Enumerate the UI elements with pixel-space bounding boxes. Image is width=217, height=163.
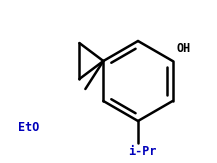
Text: OH: OH	[177, 42, 191, 55]
Text: i-Pr: i-Pr	[128, 145, 156, 158]
Text: EtO: EtO	[18, 121, 39, 134]
